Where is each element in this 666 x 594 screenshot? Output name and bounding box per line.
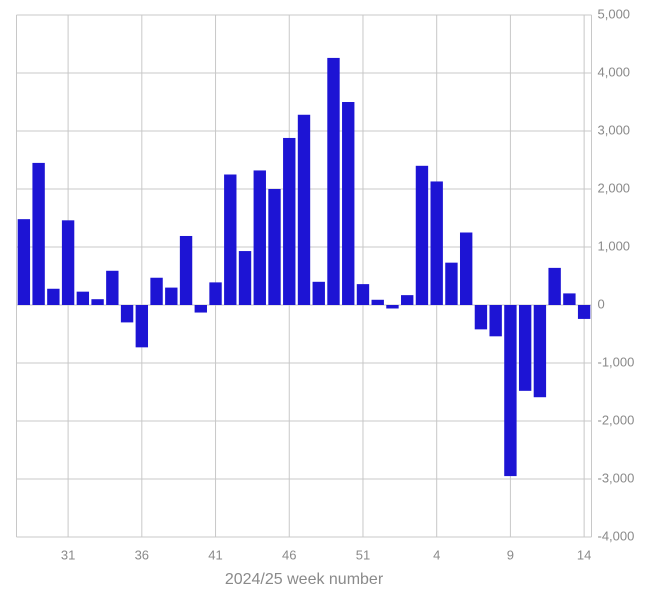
bar — [179, 235, 193, 305]
bar — [209, 282, 222, 305]
bar — [135, 305, 149, 348]
bar — [297, 114, 311, 305]
bar — [342, 102, 355, 305]
bar — [32, 162, 45, 305]
x-tick-label: 36 — [135, 547, 149, 562]
bar — [518, 305, 532, 391]
y-tick-label: 5,000 — [598, 6, 631, 21]
bar — [312, 281, 325, 305]
bar — [386, 305, 399, 309]
bar — [120, 305, 134, 323]
bar — [106, 270, 119, 305]
y-tick-label: 2,000 — [598, 180, 631, 195]
bar — [445, 262, 458, 305]
y-tick-label: 4,000 — [598, 64, 631, 79]
bar — [489, 305, 502, 337]
bar — [563, 293, 576, 305]
bar — [371, 299, 384, 305]
y-tick-label: -3,000 — [598, 470, 635, 485]
bar — [548, 267, 561, 305]
y-tick-label: -2,000 — [598, 412, 635, 427]
x-tick-label: 4 — [433, 547, 440, 562]
x-tick-label: 14 — [577, 547, 591, 562]
bar — [91, 299, 104, 305]
y-tick-label: -4,000 — [598, 528, 635, 543]
x-axis-label: 2024/25 week number — [225, 571, 384, 588]
bar — [238, 251, 252, 305]
bar — [415, 165, 429, 305]
bar — [61, 220, 75, 305]
bar — [401, 295, 414, 305]
bar — [459, 232, 473, 305]
x-tick-label: 9 — [507, 547, 514, 562]
bar — [17, 219, 31, 305]
bar — [165, 287, 178, 305]
bar — [76, 291, 90, 305]
bar — [268, 189, 281, 305]
bar — [327, 57, 340, 305]
bar — [356, 284, 370, 305]
y-tick-label: -1,000 — [598, 354, 635, 369]
x-tick-label: 41 — [208, 547, 222, 562]
bar — [47, 288, 60, 305]
bar — [577, 305, 591, 319]
y-tick-label: 1,000 — [598, 238, 631, 253]
x-tick-label: 51 — [356, 547, 370, 562]
bar — [150, 277, 163, 305]
x-tick-label: 46 — [282, 547, 296, 562]
y-tick-label: 3,000 — [598, 122, 631, 137]
bar — [194, 305, 207, 313]
bar — [504, 305, 517, 477]
bar — [533, 305, 547, 398]
bar — [430, 181, 443, 305]
bar — [224, 174, 237, 305]
x-tick-label: 31 — [61, 547, 75, 562]
bar — [253, 170, 266, 305]
y-tick-label: 0 — [598, 296, 605, 311]
bar — [474, 305, 488, 330]
bar — [283, 137, 296, 305]
